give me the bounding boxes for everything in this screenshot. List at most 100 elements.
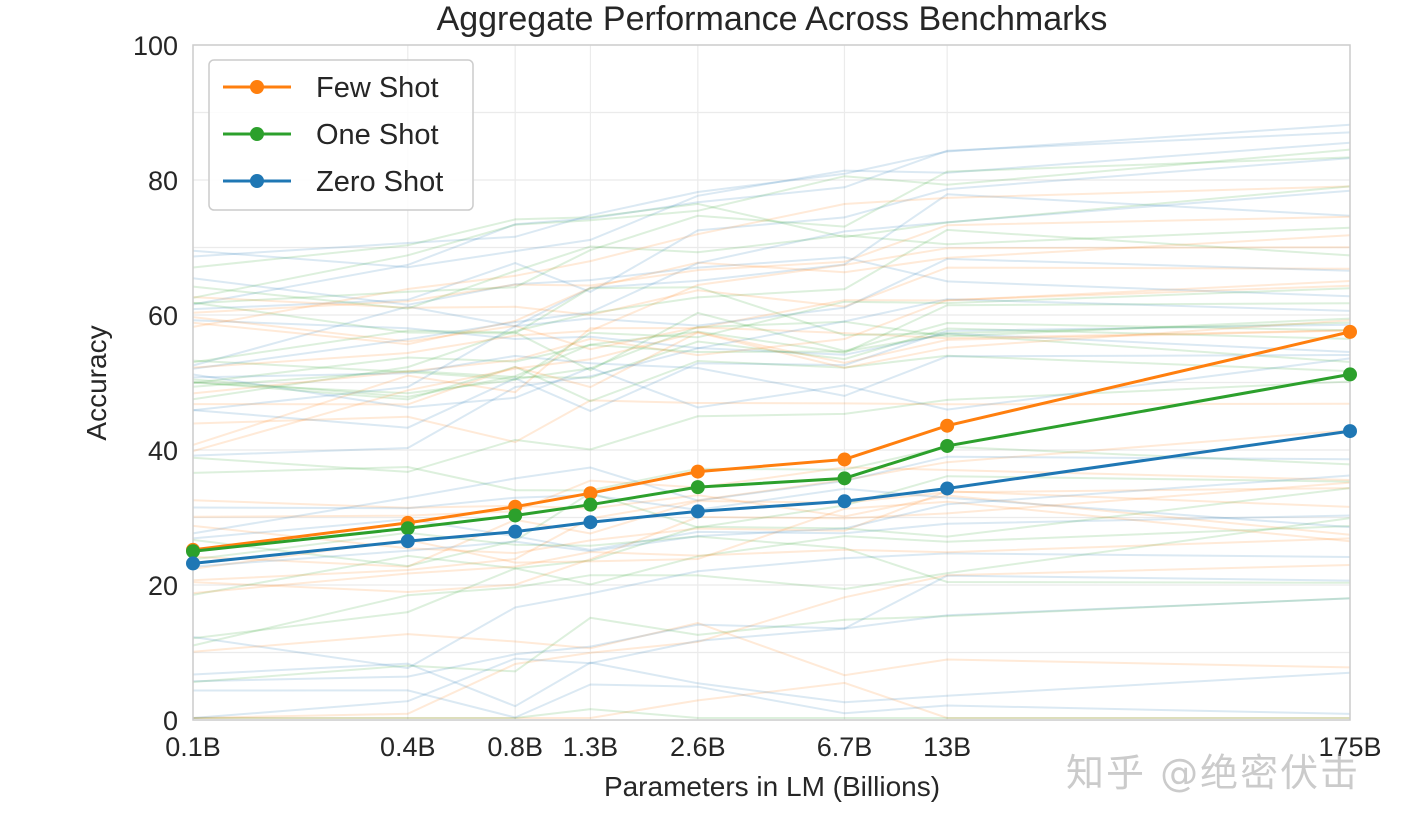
y-ticks: 0 20 40 60 80 100 [133,31,178,736]
benchmark-line [192,552,1351,670]
series-point-2-1 [400,534,415,549]
benchmark-line [192,481,1351,594]
benchmark-line [192,517,1351,647]
benchmark-line [192,574,1351,719]
legend-swatch-marker [250,80,264,94]
series-point-1-6 [940,438,955,453]
series-point-1-7 [1343,367,1357,382]
series-point-0-5 [837,452,852,467]
benchmark-line [192,494,1351,536]
legend-box [208,59,474,211]
benchmark-lines [192,123,1351,719]
legend-label: One Shot [316,119,439,151]
benchmark-line [192,257,1351,412]
series-point-2-3 [583,515,598,530]
benchmark-line [192,141,1351,269]
x-tick-label: 0.8B [487,732,543,762]
grid [192,45,1351,720]
benchmark-line [192,354,1351,397]
benchmark-line [193,708,1350,719]
benchmark-line [192,185,1351,269]
y-tick-label: 100 [133,31,178,61]
benchmark-line [192,228,1351,401]
series-point-0-7 [1343,324,1357,339]
benchmark-line [192,286,1351,337]
benchmark-line [192,683,1351,719]
benchmark-line [192,193,1351,367]
benchmark-line [192,256,1351,306]
x-tick-label: 175B [1318,732,1381,762]
benchmark-line [192,597,1351,683]
benchmark-line [192,531,1351,584]
benchmark-line [192,226,1351,310]
benchmark-line [192,455,1351,535]
benchmark-line [192,466,1351,518]
x-tick-label: 0.1B [165,732,221,762]
chart-title: Aggregate Performance Across Benchmarks [437,0,1108,38]
x-tick-label: 6.7B [817,732,873,762]
x-tick-label: 0.4B [380,732,436,762]
benchmark-line [192,474,1351,568]
series-point-0-3 [583,486,598,501]
benchmark-line [192,284,1351,395]
y-tick-label: 40 [148,436,178,466]
x-axis-label: Parameters in LM (Billions) [604,771,940,802]
benchmark-line [192,215,1351,314]
benchmark-line [192,621,1351,677]
benchmark-line [192,234,1351,346]
benchmark-line [192,302,1351,398]
benchmark-line [192,661,1351,708]
benchmark-line [192,475,1351,568]
legend-swatch-marker [250,174,264,188]
benchmark-line [192,148,1351,299]
benchmark-line [192,525,1351,640]
benchmark-line [192,597,1351,683]
benchmark-line [192,490,1351,555]
y-tick-label: 20 [148,571,178,601]
series-point-2-6 [940,481,955,496]
series-point-1-0 [186,544,200,559]
series-point-1-5 [837,471,852,486]
y-tick-label: 60 [148,301,178,331]
y-axis-label: Accuracy [81,325,112,440]
benchmark-line [192,156,1351,305]
benchmark-line [192,537,1351,595]
series-point-1-4 [690,480,705,495]
series-line-1 [192,372,1351,553]
x-tick-label: 2.6B [670,732,726,762]
benchmark-line [192,564,1351,719]
series-line-2 [192,429,1351,565]
benchmark-line [192,280,1351,446]
series-group [186,324,1357,571]
benchmark-line [192,131,1351,306]
watermark: 知乎 @绝密伏击 [1066,751,1361,795]
series-line-0 [192,330,1351,552]
benchmark-line [192,487,1351,596]
benchmark-line [192,123,1351,258]
benchmark-line [192,487,1351,529]
benchmark-line [192,157,1351,311]
benchmark-line [192,514,1351,552]
benchmark-line [192,333,1351,384]
y-tick-label: 0 [163,706,178,736]
benchmark-line [192,429,1351,582]
benchmark-line [192,266,1351,317]
series-point-1-2 [508,508,523,523]
benchmark-line [192,311,1351,372]
benchmark-line [192,287,1351,395]
benchmark-line [192,327,1351,388]
series-point-2-2 [508,524,523,539]
benchmark-line [192,323,1351,429]
benchmark-line [192,329,1351,453]
plot-frame [192,44,1351,721]
benchmark-line [192,357,1351,411]
benchmark-line [192,316,1351,351]
benchmark-line [192,399,1351,444]
y-tick-label: 80 [148,166,178,196]
benchmark-line [192,185,1351,328]
benchmark-line [192,500,1351,570]
series-point-0-6 [940,418,955,433]
legend: Few Shot One Shot Zero Shot [208,59,474,211]
x-tick-label: 13B [923,732,971,762]
